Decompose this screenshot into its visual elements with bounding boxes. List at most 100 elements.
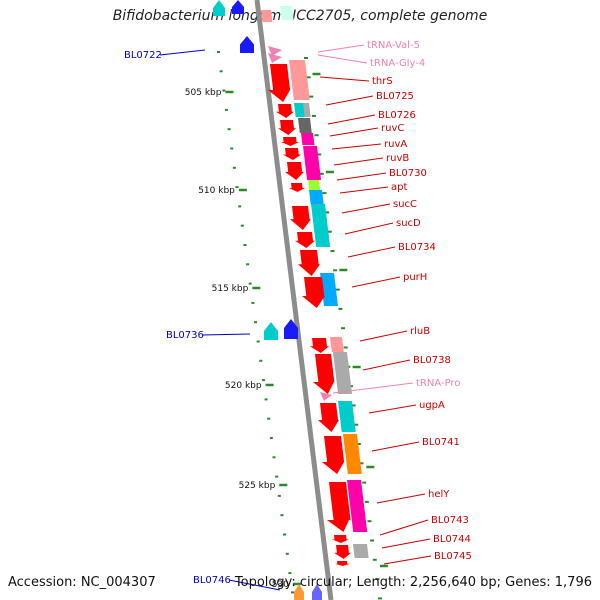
gene-arrow xyxy=(284,319,298,339)
feature-label: BL0741 xyxy=(422,437,460,448)
cog-box xyxy=(294,103,306,117)
accession-text: Accession: NC_004307 xyxy=(8,575,156,590)
feature-label: thrS xyxy=(372,76,393,87)
kbp-label: 505 kbp xyxy=(185,88,222,98)
label-leader-line xyxy=(362,359,411,371)
feature-label: BL0722 xyxy=(124,50,162,61)
feature-label-layer: BL0722 tRNA-Val-5 tRNA-Gly-4 thrS BL0725 BL07… xyxy=(124,40,472,591)
trna-marker xyxy=(320,392,332,401)
label-leader-line xyxy=(339,186,389,194)
feature-label: apt xyxy=(391,182,407,193)
feature-label: ruvB xyxy=(386,153,409,164)
gene-arrow xyxy=(289,183,305,192)
label-leader-line xyxy=(351,276,401,288)
gene-arrow xyxy=(290,206,311,230)
label-leader-line xyxy=(368,404,417,414)
gene-arrow xyxy=(294,584,304,600)
feature-label: rluB xyxy=(410,326,430,337)
gene-arrow xyxy=(213,0,225,16)
cog-box xyxy=(303,146,322,180)
page-title: Bifidobacterium longum NCC2705, complete… xyxy=(112,8,488,24)
gene-arrow xyxy=(318,403,339,432)
kbp-label: 520 kbp xyxy=(225,381,262,391)
gene-arrow xyxy=(276,104,294,118)
cog-box xyxy=(261,10,273,22)
feature-label: BL0725 xyxy=(376,91,414,102)
label-leader-line xyxy=(327,114,376,125)
label-leader-line xyxy=(347,246,396,258)
feature-label: BL0743 xyxy=(431,515,469,526)
cog-box xyxy=(301,133,315,145)
feature-label: helY xyxy=(428,489,450,500)
feature-label: BL0730 xyxy=(389,168,427,179)
cog-box xyxy=(280,6,294,20)
feature-label: sucC xyxy=(393,199,417,210)
kbp-label: 515 kbp xyxy=(212,284,249,294)
feature-label: BL0726 xyxy=(378,110,416,121)
gene-arrow xyxy=(278,120,296,135)
genome-summary-text: Topology: circular; Length: 2,256,640 bp… xyxy=(234,575,592,590)
gene-arrow xyxy=(310,338,329,353)
gene-arrow xyxy=(298,250,320,276)
gene-arrow xyxy=(302,277,325,308)
gene-arrow xyxy=(295,232,315,248)
label-leader-line xyxy=(319,76,370,82)
label-leader-line xyxy=(341,203,391,214)
feature-label: BL0738 xyxy=(413,355,451,366)
gene-arrow xyxy=(334,545,351,559)
label-leader-line xyxy=(376,493,426,504)
cog-box xyxy=(309,190,324,204)
label-leader-line xyxy=(325,95,374,106)
label-leader-line xyxy=(332,382,414,394)
genome-backbone xyxy=(254,0,334,600)
cog-box xyxy=(320,273,338,306)
gene-arrow xyxy=(264,322,278,340)
gene-arrow xyxy=(332,535,349,543)
feature-label: tRNA-Pro xyxy=(416,378,460,389)
gene-track xyxy=(213,0,351,600)
feature-label: ruvA xyxy=(384,139,407,150)
label-leader-line xyxy=(344,222,394,235)
feature-label: BL0734 xyxy=(398,242,436,253)
label-leader-line xyxy=(228,579,281,591)
gene-arrow xyxy=(312,584,322,600)
cog-box xyxy=(353,544,369,558)
feature-label: sucD xyxy=(396,218,421,229)
feature-label: tRNA-Val-5 xyxy=(367,40,420,51)
feature-label: purH xyxy=(403,272,427,283)
cog-box xyxy=(308,180,321,190)
cog-box xyxy=(289,60,310,100)
label-leader-line xyxy=(317,54,368,64)
label-leader-line xyxy=(331,143,382,150)
feature-label: BL0746 xyxy=(193,575,231,586)
cog-box xyxy=(330,337,344,352)
gene-arrow xyxy=(335,561,350,566)
gene-arrow xyxy=(327,482,351,532)
cog-box xyxy=(298,118,312,133)
gene-arrow xyxy=(281,137,299,146)
cog-box xyxy=(333,352,353,394)
gene-arrow xyxy=(283,148,301,160)
feature-label: ruvC xyxy=(381,123,404,134)
label-leader-line xyxy=(383,555,432,565)
label-leader-line xyxy=(359,330,408,342)
gene-arrow xyxy=(240,36,254,53)
feature-label: BL0736 xyxy=(166,330,204,341)
cog-box xyxy=(347,480,368,532)
kbp-scale-labels: 505 kbp 510 kbp 515 kbp 520 kbp 525 kbp 530 xyxy=(185,88,289,590)
label-leader-line xyxy=(333,157,384,166)
cog-box xyxy=(343,434,362,474)
cog-color-track xyxy=(261,6,369,558)
kbp-label: 530 xyxy=(272,580,289,590)
label-leader-line xyxy=(159,49,206,56)
label-leader-line xyxy=(317,44,365,53)
gene-arrow xyxy=(232,0,244,14)
feature-label: BL0744 xyxy=(433,534,471,545)
kbp-label: 510 kbp xyxy=(198,186,235,196)
cog-box xyxy=(338,401,356,432)
feature-label: BL0745 xyxy=(434,551,472,562)
label-leader-line xyxy=(329,127,379,137)
gene-arrow xyxy=(313,354,335,394)
label-leader-line xyxy=(201,333,251,336)
